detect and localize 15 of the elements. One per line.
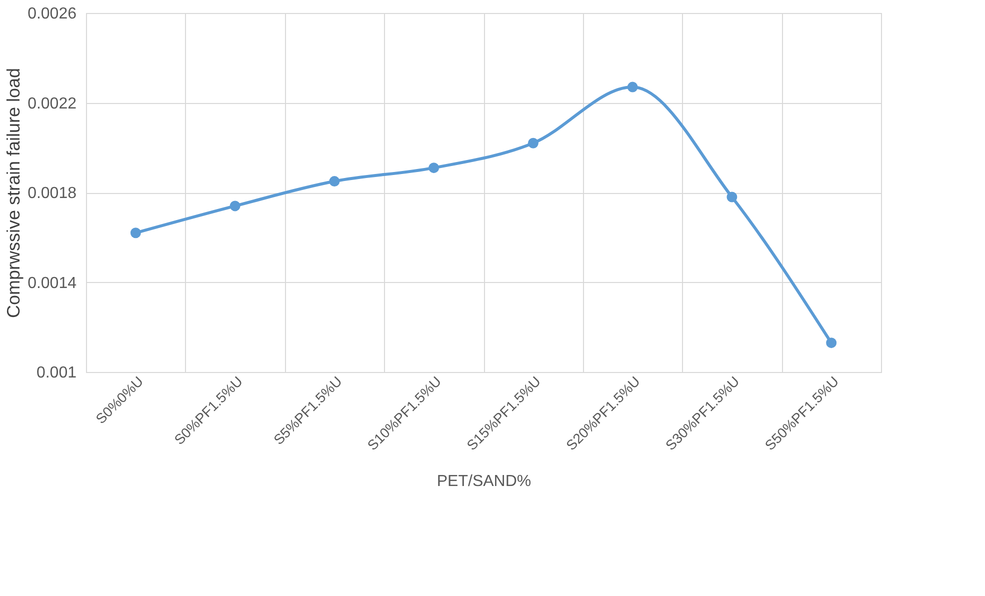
- y-tick-label: 0.001: [36, 364, 77, 382]
- point: [528, 138, 538, 148]
- y-tick-label: 0.0026: [28, 6, 77, 22]
- point: [230, 200, 240, 212]
- point: [329, 176, 340, 187]
- y-tick-label: 0.0014: [28, 274, 77, 292]
- y-tick-label: 0.0018: [28, 185, 77, 202]
- y-tick-label: 0.0022: [28, 95, 77, 112]
- point: [826, 338, 837, 348]
- x-axis-title: PET/SAND%: [436, 473, 532, 490]
- point: [726, 192, 738, 202]
- point: [428, 162, 440, 174]
- point: [130, 228, 141, 238]
- y-axis-title: Comprwssive strain failure load: [4, 68, 24, 318]
- point: [627, 82, 638, 92]
